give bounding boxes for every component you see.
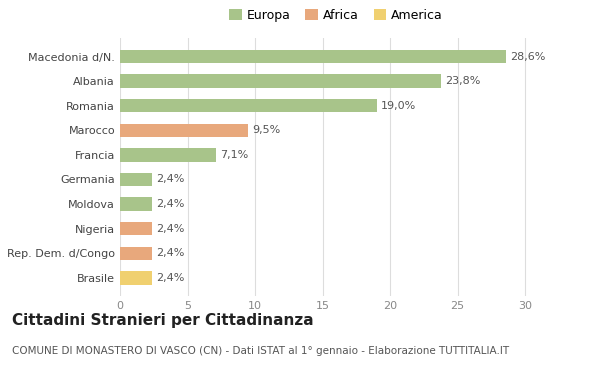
Text: 2,4%: 2,4% xyxy=(157,273,185,283)
Text: COMUNE DI MONASTERO DI VASCO (CN) - Dati ISTAT al 1° gennaio - Elaborazione TUTT: COMUNE DI MONASTERO DI VASCO (CN) - Dati… xyxy=(12,346,509,356)
Bar xyxy=(120,148,216,162)
Text: 28,6%: 28,6% xyxy=(510,52,545,62)
Bar xyxy=(120,173,152,186)
Bar xyxy=(120,99,377,112)
Text: 2,4%: 2,4% xyxy=(157,224,185,234)
Legend: Europa, Africa, America: Europa, Africa, America xyxy=(224,3,448,27)
Bar xyxy=(120,124,248,137)
Bar xyxy=(120,222,152,236)
Bar xyxy=(120,74,442,88)
Text: 7,1%: 7,1% xyxy=(220,150,248,160)
Text: 19,0%: 19,0% xyxy=(380,101,416,111)
Text: 2,4%: 2,4% xyxy=(157,248,185,258)
Bar xyxy=(120,247,152,260)
Text: 23,8%: 23,8% xyxy=(445,76,481,86)
Text: 2,4%: 2,4% xyxy=(157,199,185,209)
Bar xyxy=(120,50,506,63)
Text: 2,4%: 2,4% xyxy=(157,174,185,185)
Bar xyxy=(120,271,152,285)
Text: Cittadini Stranieri per Cittadinanza: Cittadini Stranieri per Cittadinanza xyxy=(12,314,314,328)
Bar xyxy=(120,197,152,211)
Text: 9,5%: 9,5% xyxy=(253,125,281,135)
